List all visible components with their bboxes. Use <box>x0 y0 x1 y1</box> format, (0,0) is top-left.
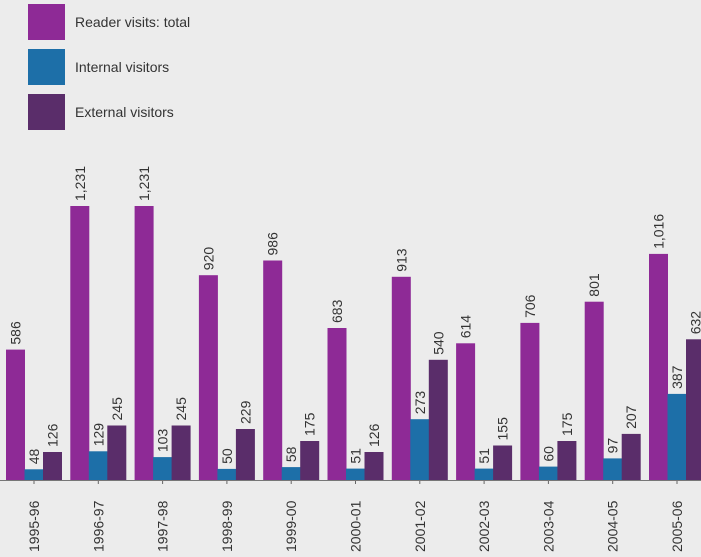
x-tick-label-2003-04: 2003-04 <box>540 500 556 552</box>
bar-reader-visits-total-1995-96 <box>6 349 25 480</box>
bar-internal-visitors-1998-99 <box>217 468 237 480</box>
value-label-reader-visits-total-1996-97: 1,231 <box>72 166 88 201</box>
value-label-reader-visits-total-2004-05: 801 <box>586 273 602 297</box>
value-label-external-visitors-1995-96: 126 <box>45 423 61 447</box>
bar-reader-visits-total-1996-97 <box>70 206 90 480</box>
value-label-internal-visitors-1995-96: 48 <box>26 449 42 465</box>
bar-external-visitors-1995-96 <box>43 452 62 480</box>
value-label-external-visitors-1999-00: 175 <box>302 412 318 436</box>
value-label-external-visitors-1996-97: 245 <box>109 397 125 421</box>
bar-group <box>6 206 701 480</box>
value-label-internal-visitors-2001-02: 273 <box>412 391 428 415</box>
bar-internal-visitors-1997-98 <box>153 457 173 480</box>
x-tick-label-1995-96: 1995-96 <box>26 500 42 552</box>
bar-internal-visitors-1996-97 <box>88 451 108 480</box>
value-label-external-visitors-1997-98: 245 <box>173 397 189 421</box>
x-tick-label-2005-06: 2005-06 <box>669 500 685 552</box>
x-tick-label-2000-01: 2000-01 <box>348 500 364 552</box>
bar-external-visitors-1996-97 <box>107 425 127 480</box>
value-label-reader-visits-total-1997-98: 1,231 <box>136 166 152 201</box>
value-label-internal-visitors-2004-05: 97 <box>605 438 621 454</box>
value-label-external-visitors-2005-06: 632 <box>688 311 701 335</box>
legend-swatch-reader-visits-total <box>28 4 65 40</box>
x-tick-label-1997-98: 1997-98 <box>155 500 171 552</box>
bar-external-visitors-2004-05 <box>621 433 641 480</box>
bar-reader-visits-total-2005-06 <box>649 253 668 480</box>
bar-internal-visitors-1999-00 <box>281 467 301 480</box>
bar-external-visitors-2001-02 <box>428 359 448 480</box>
value-label-internal-visitors-2003-04: 60 <box>540 446 556 462</box>
x-tick-label-2001-02: 2001-02 <box>412 500 428 552</box>
value-label-reader-visits-total-2003-04: 706 <box>522 294 538 318</box>
value-label-reader-visits-total-2002-03: 614 <box>458 315 474 339</box>
value-label-external-visitors-2000-01: 126 <box>366 423 382 447</box>
value-label-reader-visits-total-2005-06: 1,016 <box>651 214 667 249</box>
value-label-internal-visitors-1997-98: 103 <box>155 429 171 453</box>
bar-internal-visitors-2004-05 <box>603 458 623 480</box>
x-tick-label-group: 1995-96 1996-97 1997-98 1998-99 1999-00 2000-… <box>26 500 685 552</box>
bar-internal-visitors-2003-04 <box>538 466 558 480</box>
bar-reader-visits-total-2002-03 <box>456 343 476 480</box>
x-axis <box>0 480 701 484</box>
legend-label-reader-visits-total: Reader visits: total <box>75 14 191 30</box>
bar-internal-visitors-2005-06 <box>667 393 687 480</box>
value-label-internal-visitors-2000-01: 51 <box>348 448 364 464</box>
bar-reader-visits-total-2003-04 <box>520 322 540 480</box>
legend-label-internal-visitors: Internal visitors <box>75 59 170 75</box>
bar-internal-visitors-2000-01 <box>346 468 365 480</box>
bar-external-visitors-2003-04 <box>557 441 577 480</box>
x-tick-label-1998-99: 1998-99 <box>219 500 235 552</box>
legend-swatch-external-visitors <box>28 94 65 130</box>
value-label-external-visitors-2004-05: 207 <box>623 405 639 429</box>
x-tick-label-1996-97: 1996-97 <box>90 500 106 552</box>
bar-external-visitors-1998-99 <box>235 429 255 480</box>
value-label-internal-visitors-1999-00: 58 <box>283 446 299 462</box>
legend-label-external-visitors: External visitors <box>75 104 174 120</box>
bar-reader-visits-total-2001-02 <box>391 276 411 480</box>
value-label-external-visitors-2002-03: 155 <box>495 417 511 441</box>
bar-external-visitors-2000-01 <box>364 452 384 480</box>
value-label-internal-visitors-1998-99: 50 <box>219 448 235 464</box>
bar-reader-visits-total-1998-99 <box>198 275 218 480</box>
bar-external-visitors-1997-98 <box>171 425 191 480</box>
bar-internal-visitors-2001-02 <box>410 419 430 480</box>
legend-swatch-internal-visitors <box>28 49 65 85</box>
value-label-external-visitors-2001-02: 540 <box>430 331 446 355</box>
value-label-internal-visitors-2005-06: 387 <box>669 365 685 389</box>
bar-reader-visits-total-1999-00 <box>263 260 283 480</box>
bar-external-visitors-2005-06 <box>686 339 701 480</box>
x-tick-label-2004-05: 2004-05 <box>605 500 621 552</box>
bar-reader-visits-total-2000-01 <box>327 328 347 480</box>
value-label-internal-visitors-2002-03: 51 <box>476 448 492 464</box>
x-tick-label-2002-03: 2002-03 <box>476 500 492 552</box>
value-label-reader-visits-total-1995-96: 586 <box>8 321 24 345</box>
value-label-reader-visits-total-1998-99: 920 <box>200 247 216 271</box>
x-tick-label-1999-00: 1999-00 <box>283 500 299 552</box>
value-label-reader-visits-total-2001-02: 913 <box>393 248 409 272</box>
value-label-group: 586481261,2311292451,2311032459205022998… <box>8 166 701 465</box>
bar-external-visitors-2002-03 <box>493 445 513 480</box>
value-label-internal-visitors-1996-97: 129 <box>90 423 106 447</box>
bar-external-visitors-1999-00 <box>300 441 320 480</box>
bar-reader-visits-total-2004-05 <box>584 301 604 480</box>
value-label-reader-visits-total-1999-00: 986 <box>265 232 281 256</box>
value-label-external-visitors-1998-99: 229 <box>237 400 253 424</box>
bar-internal-visitors-2002-03 <box>474 468 494 480</box>
value-label-reader-visits-total-2000-01: 683 <box>329 299 345 323</box>
bar-internal-visitors-1995-96 <box>24 469 44 480</box>
bar-reader-visits-total-1997-98 <box>134 206 154 480</box>
value-label-external-visitors-2003-04: 175 <box>559 412 575 436</box>
